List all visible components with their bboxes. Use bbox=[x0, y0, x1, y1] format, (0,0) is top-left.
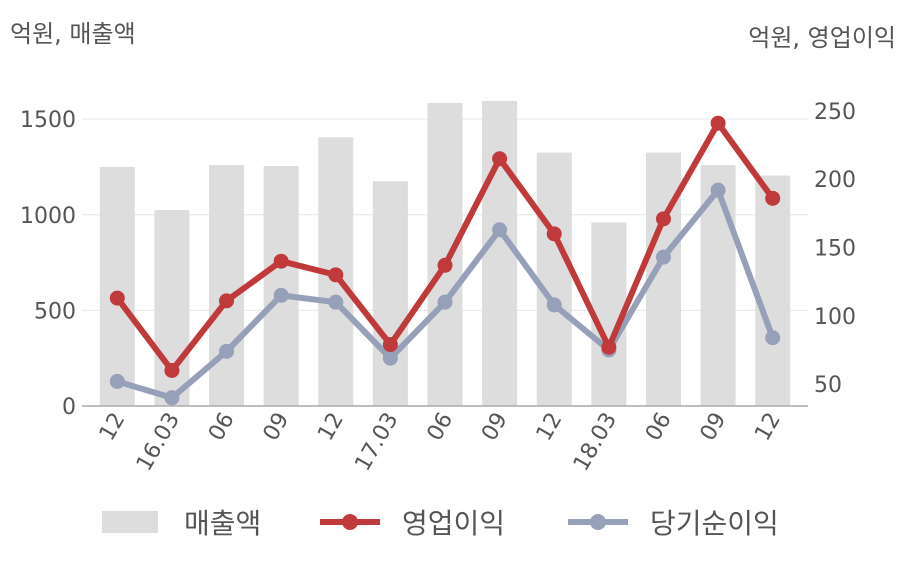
legend-label-operating-profit: 영업이익 bbox=[402, 507, 506, 540]
right-axis-ticks: 50 100 150 200 250 bbox=[814, 100, 856, 398]
data-point bbox=[382, 337, 398, 353]
data-point bbox=[765, 330, 781, 346]
x-axis-tick-label: 09 bbox=[259, 409, 295, 446]
data-point bbox=[655, 249, 671, 265]
bar bbox=[755, 175, 791, 406]
data-point bbox=[546, 297, 562, 313]
legend-label-sales: 매출액 bbox=[184, 507, 262, 540]
right-axis-tick-label: 50 bbox=[814, 373, 842, 398]
data-point bbox=[710, 115, 726, 131]
data-point bbox=[710, 182, 726, 198]
x-axis-tick-label: 12 bbox=[313, 409, 349, 446]
right-axis-unit: 억원, 영업이익 bbox=[748, 24, 896, 52]
data-point bbox=[328, 294, 344, 310]
left-axis-tick-label: 1500 bbox=[20, 108, 76, 133]
x-axis-tick-label: 18.03 bbox=[569, 409, 622, 476]
x-axis-tick-label: 16.03 bbox=[132, 409, 185, 476]
left-axis-tick-label: 500 bbox=[34, 299, 76, 324]
data-point bbox=[546, 226, 562, 242]
data-point bbox=[164, 390, 180, 406]
left-axis-tick-label: 1000 bbox=[20, 204, 76, 229]
left-axis-unit: 억원, 매출액 bbox=[10, 20, 136, 48]
data-point bbox=[273, 287, 289, 303]
data-point bbox=[164, 362, 180, 378]
bar bbox=[482, 100, 518, 407]
bar bbox=[209, 165, 245, 406]
bar bbox=[99, 166, 135, 406]
data-point bbox=[328, 267, 344, 283]
data-point bbox=[219, 343, 235, 359]
data-point bbox=[219, 293, 235, 309]
data-point bbox=[437, 257, 453, 273]
bar bbox=[372, 181, 408, 406]
legend-item-sales: 매출액 bbox=[102, 500, 261, 544]
x-axis-tick-label: 06 bbox=[204, 409, 240, 446]
bar bbox=[263, 165, 299, 406]
bar bbox=[427, 102, 463, 407]
data-point bbox=[382, 350, 398, 366]
left-axis-ticks: 0 500 1000 1500 bbox=[20, 108, 76, 420]
data-point bbox=[601, 339, 617, 355]
legend-swatch-operating-profit bbox=[320, 514, 380, 530]
legend-swatch-net-income bbox=[568, 514, 628, 530]
bar-series bbox=[99, 100, 791, 407]
x-axis-tick-label: 12 bbox=[95, 409, 131, 446]
x-axis-tick-label: 12 bbox=[750, 409, 786, 446]
data-point bbox=[109, 373, 125, 389]
line-series bbox=[109, 115, 781, 406]
x-axis-tick-label: 09 bbox=[696, 409, 732, 446]
legend-item-net-income: 당기순이익 bbox=[566, 500, 779, 544]
data-point bbox=[492, 222, 508, 238]
data-point bbox=[109, 290, 125, 306]
x-axis-tick-label: 09 bbox=[477, 408, 513, 445]
x-axis-tick-label: 17.03 bbox=[350, 409, 403, 476]
right-axis-tick-label: 150 bbox=[814, 237, 856, 262]
data-point bbox=[273, 253, 289, 269]
data-point bbox=[492, 151, 508, 167]
legend-label-net-income: 당기순이익 bbox=[650, 507, 779, 540]
right-axis-tick-label: 200 bbox=[814, 168, 856, 193]
left-axis-tick-label: 0 bbox=[62, 395, 76, 420]
data-point bbox=[437, 294, 453, 310]
right-axis-tick-label: 100 bbox=[814, 305, 856, 330]
data-point bbox=[765, 190, 781, 206]
right-axis-tick-label: 250 bbox=[814, 100, 856, 125]
x-axis-tick-label: 06 bbox=[423, 409, 459, 446]
bar bbox=[536, 152, 572, 406]
legend: 매출액 영업이익 당기순이익 bbox=[0, 500, 908, 550]
legend-item-operating-profit: 영업이익 bbox=[318, 500, 505, 544]
x-axis-tick-label: 12 bbox=[532, 409, 568, 446]
legend-swatch-bar bbox=[102, 511, 158, 533]
data-point bbox=[655, 211, 671, 227]
x-axis-ticks: 12 16.03 06 09 12 17.03 06 09 12 18.03 06 09 12 bbox=[95, 408, 786, 475]
x-axis-tick-label: 06 bbox=[641, 409, 677, 446]
